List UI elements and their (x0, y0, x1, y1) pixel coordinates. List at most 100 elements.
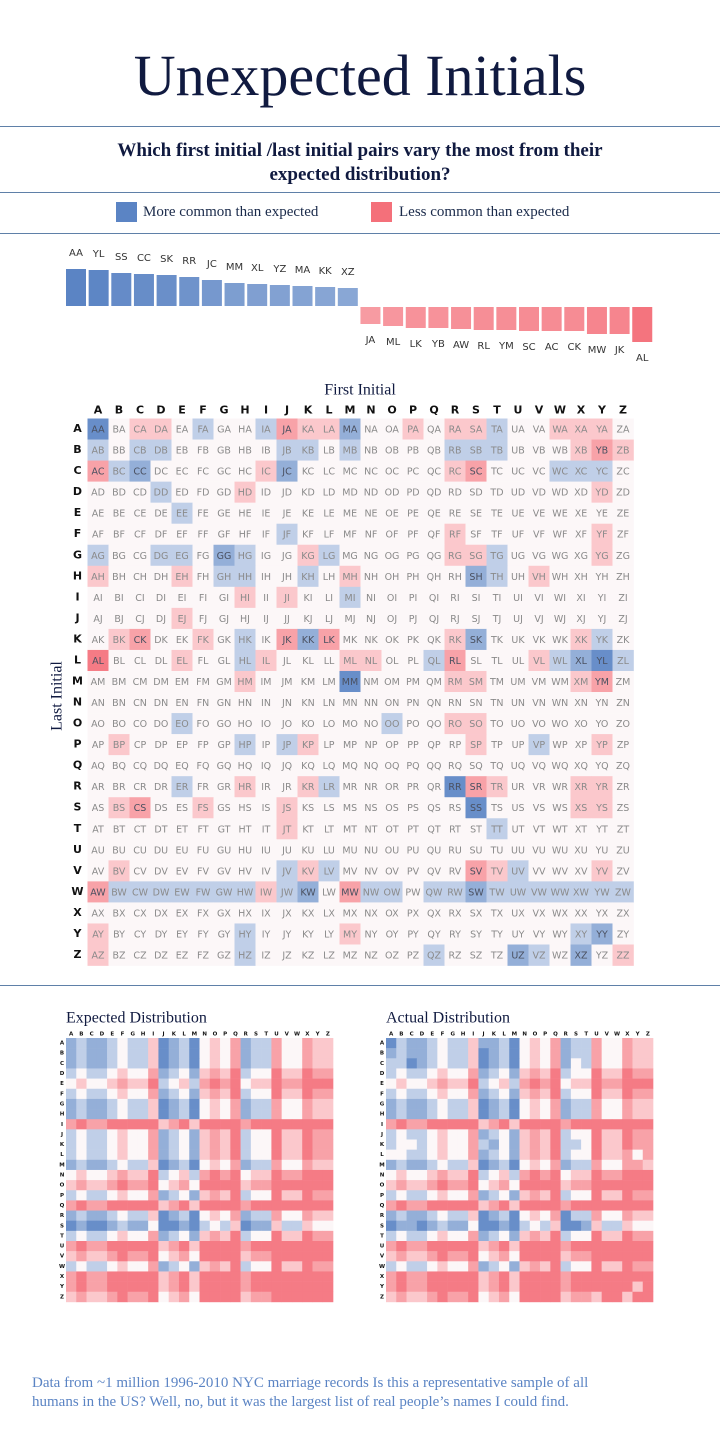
cell-last-initial: U (119, 845, 126, 856)
heatmap-cell (150, 881, 172, 903)
heatmap-cell (168, 1281, 180, 1293)
cell-first-initial: B (113, 740, 120, 751)
heatmap-cell (437, 1088, 448, 1100)
heatmap-cell (498, 1068, 510, 1079)
heatmap-cell (416, 1139, 428, 1150)
cell-label: MJ (344, 613, 355, 624)
cell-first-initial: X (576, 592, 583, 603)
cell-label: XZ (574, 950, 588, 961)
heatmap-cell (519, 1078, 531, 1090)
heatmap-cell (129, 544, 151, 567)
heatmap-cell (322, 1180, 334, 1191)
cell-label: VC (532, 466, 546, 477)
cell-last-initial: D (496, 487, 503, 498)
heatmap-cell (108, 797, 130, 819)
heatmap-cell (76, 1159, 87, 1171)
heatmap-cell (255, 628, 277, 651)
cell-first-initial: O (385, 908, 392, 919)
heatmap-cell (381, 734, 403, 756)
heatmap-cell (444, 460, 466, 482)
row-label: S (380, 1223, 384, 1229)
cell-label: OA (385, 424, 399, 435)
cell-last-initial: R (264, 782, 271, 793)
heatmap-cell (509, 1261, 520, 1272)
cell-last-initial: G (328, 550, 335, 561)
cell-label: UW (510, 887, 527, 898)
cell-label: KO (301, 719, 314, 730)
heatmap-cell (402, 670, 424, 693)
heatmap-cell (396, 1098, 407, 1110)
cell-first-initial: N (366, 592, 373, 603)
cell-last-initial: G (181, 550, 188, 561)
cell-last-initial: G (140, 550, 147, 561)
heatmap-cell (465, 418, 487, 440)
heatmap-cell (386, 1261, 397, 1272)
cell-label: TH (490, 571, 504, 582)
heatmap-cell (66, 1088, 77, 1100)
cell-first-initial: Y (595, 950, 602, 961)
heatmap-cell (76, 1109, 87, 1120)
cell-label: FF (198, 529, 209, 540)
cell-last-initial: L (624, 655, 630, 666)
cell-last-initial: L (141, 655, 147, 666)
cell-label: XU (574, 845, 588, 856)
cell-first-initial: B (112, 698, 119, 709)
cell-label: DY (155, 929, 168, 940)
heatmap-cell (199, 1149, 211, 1161)
cell-last-initial: O (245, 719, 252, 730)
heatmap-cell (570, 628, 592, 651)
cell-last-initial: W (139, 887, 149, 898)
heatmap-cell (150, 565, 172, 588)
heatmap-cell (591, 481, 613, 503)
cell-last-initial: K (264, 634, 271, 645)
cell-first-initial: A (91, 908, 98, 919)
cell-last-initial: X (98, 908, 105, 919)
heatmap-cell (261, 1241, 272, 1252)
heatmap-cell (416, 1230, 428, 1242)
heatmap-cell (549, 734, 571, 756)
heatmap-cell (261, 1291, 272, 1303)
heatmap-cell (322, 1129, 334, 1140)
cell-label: EE (176, 508, 188, 519)
heatmap-cell (158, 1230, 169, 1242)
heatmap-cell (447, 1119, 459, 1130)
heatmap-cell (250, 1139, 262, 1150)
cell-first-initial: X (574, 487, 581, 498)
cell-first-initial: K (302, 466, 309, 477)
cell-first-initial: A (91, 571, 98, 582)
cell-label: PK (407, 634, 420, 645)
cell-label: GF (218, 529, 231, 540)
cell-last-initial: U (245, 845, 252, 856)
bar (496, 307, 517, 330)
cell-first-initial: H (238, 719, 245, 730)
heatmap-cell (76, 1169, 87, 1181)
cell-label: DA (154, 424, 168, 435)
cell-first-initial: F (197, 508, 202, 519)
heatmap-cell (87, 460, 109, 482)
heatmap-cell (528, 502, 550, 524)
cell-first-initial: H (238, 782, 245, 793)
heatmap-cell (171, 565, 193, 588)
heatmap-cell (468, 1058, 479, 1069)
heatmap-cell (213, 565, 235, 588)
heatmap-cell (150, 713, 172, 735)
cell-first-initial: B (112, 424, 119, 435)
cell-label: CX (133, 908, 147, 919)
cell-label: VU (532, 845, 546, 856)
heatmap-cell (108, 776, 130, 798)
heatmap-cell (437, 1109, 448, 1120)
heatmap-cell (507, 607, 529, 630)
heatmap-cell (199, 1291, 211, 1303)
heatmap-cell (465, 755, 487, 777)
cell-first-initial: G (217, 761, 224, 772)
heatmap-cell (437, 1261, 448, 1272)
cell-first-initial: A (92, 655, 99, 666)
heatmap-cell (189, 1129, 200, 1140)
cell-last-initial: C (308, 466, 315, 477)
heatmap-cell (150, 776, 172, 798)
heatmap-cell (318, 776, 340, 798)
cell-label: BG (112, 550, 126, 561)
heatmap-cell (486, 734, 508, 756)
cell-last-initial: A (496, 424, 503, 435)
cell-last-initial: B (392, 445, 399, 456)
